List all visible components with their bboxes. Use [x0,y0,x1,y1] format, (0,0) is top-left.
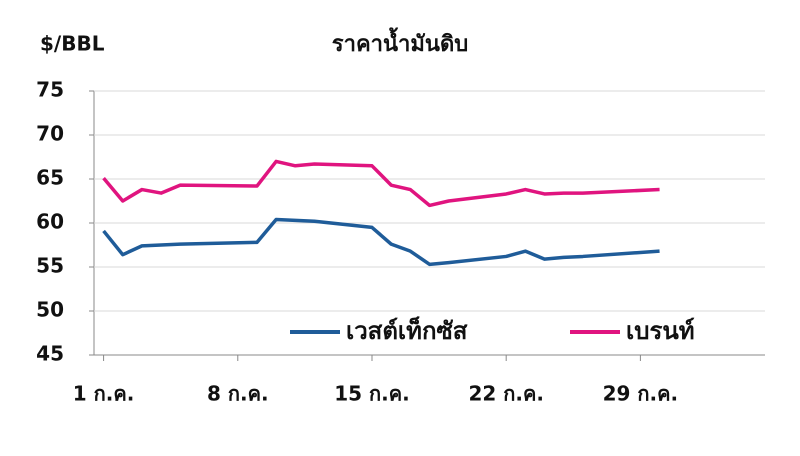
legend-label: เวสต์เท็กซัส [346,316,468,345]
legend-label: เบรนท์ [626,317,695,345]
y-tick-label: 60 [36,210,64,234]
x-tick-label: 1 ก.ค. [73,382,135,406]
series-line [102,217,660,267]
y-tick-label: 70 [36,122,64,146]
y-tick-label: 75 [36,78,64,102]
x-tick-label: 29 ก.ค. [603,382,678,406]
y-axis-label: $/BBL [40,32,105,56]
y-tick-label: 65 [36,166,64,190]
y-tick-label: 55 [36,254,64,278]
series-line [102,159,660,208]
chart-title: ราคาน้ำมันดิบ [332,27,468,57]
x-tick-label: 22 ก.ค. [468,382,543,406]
x-tick-label: 8 ก.ค. [207,382,269,406]
x-tick-label: 15 ก.ค. [334,382,409,406]
y-tick-label: 50 [36,298,64,322]
y-tick-label: 45 [36,342,64,366]
